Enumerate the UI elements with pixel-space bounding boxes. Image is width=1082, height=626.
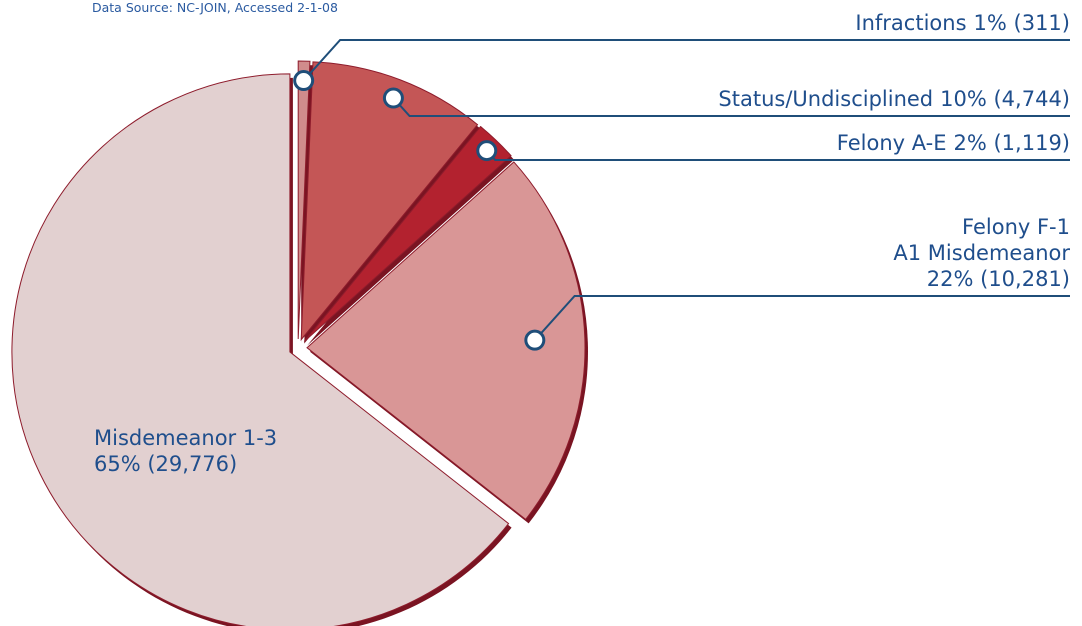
category-label: Status/Undisciplined (718, 87, 934, 111)
slice (11, 73, 510, 626)
slice (300, 61, 479, 342)
slice-label: Felony A-E 2% (1,119) (837, 130, 1070, 156)
callout-marker (382, 87, 404, 109)
value-label: 2% (1,119) (953, 131, 1071, 155)
category-label: Felony F-1 A1 Misdemeanor (893, 215, 1070, 265)
slice-label: Status/Undisciplined 10% (4,744) (718, 86, 1070, 112)
source-note: Data Source: NC-JOIN, Accessed 2-1-08 (92, 0, 338, 15)
value-label: 1% (311) (973, 11, 1070, 35)
category-label: Infractions (855, 11, 967, 35)
callout-marker (476, 140, 498, 162)
value-label: 10% (4,744) (940, 87, 1070, 111)
slice (303, 125, 512, 342)
slice-label: Felony F-1 A1 Misdemeanor 22% (10,281) (893, 214, 1070, 292)
value-label: 65% (29,776) (94, 452, 238, 476)
value-label: 22% (10,281) (926, 267, 1070, 291)
slice-label: Misdemeanor 1-3 65% (29,776) (94, 425, 277, 477)
callout-line (302, 39, 1070, 82)
slice (306, 161, 586, 521)
slice (297, 60, 311, 340)
callout-marker (293, 70, 315, 92)
slice-label: Infractions 1% (311) (855, 10, 1070, 36)
callout-marker (524, 329, 546, 351)
category-label: Felony A-E (836, 131, 947, 155)
callout-line (534, 295, 1070, 341)
category-label: Misdemeanor 1-3 (94, 426, 278, 450)
